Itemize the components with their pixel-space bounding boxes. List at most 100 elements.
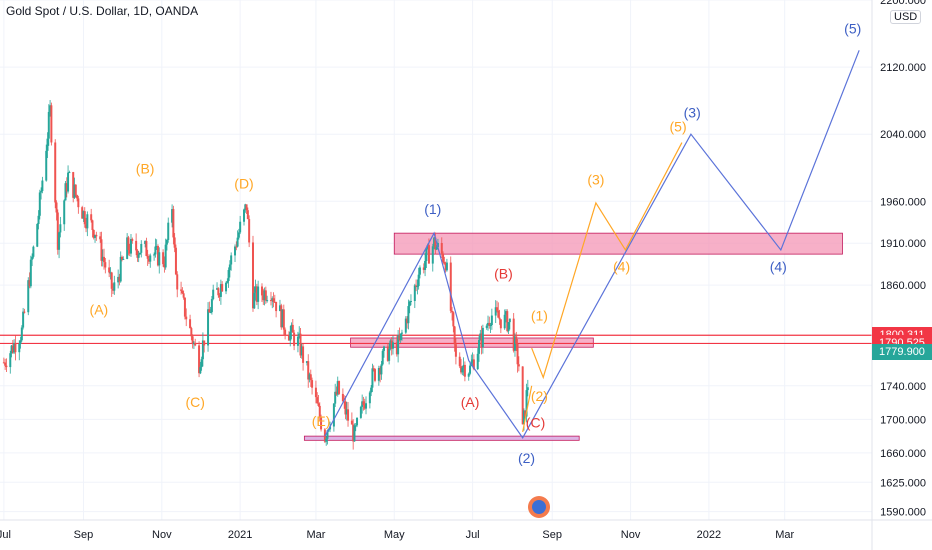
candle-body [156, 245, 159, 266]
candle-body [210, 299, 213, 313]
candle-body [236, 237, 239, 247]
candle-body [117, 276, 120, 283]
candle-body [311, 380, 314, 388]
candle-body [37, 215, 40, 224]
wave-label: (B) [494, 265, 513, 281]
candle-body [478, 340, 481, 354]
candle-body [23, 311, 26, 313]
x-tick-label: Jul [0, 529, 11, 541]
candle-body [345, 409, 348, 415]
candle-body [72, 172, 75, 198]
y-tick-label: 1910.000 [880, 238, 926, 250]
candle-body [460, 366, 463, 373]
candle-body [388, 348, 391, 361]
x-tick-label: Nov [152, 529, 172, 541]
tradingview-logo-icon[interactable] [528, 496, 550, 518]
candle-body [14, 343, 17, 353]
candle-body [487, 322, 490, 326]
candle-body [273, 301, 276, 303]
wave-label: (2) [518, 450, 535, 466]
candle-body [216, 288, 219, 290]
candle-body [49, 105, 52, 112]
candle-body [122, 258, 125, 260]
candle-body [298, 333, 301, 337]
candle-body [248, 219, 251, 243]
candle-body [260, 286, 263, 296]
y-tick-label: 1700.000 [880, 414, 926, 426]
candle-body [499, 319, 502, 329]
candle-body [9, 353, 12, 368]
candle-body [368, 392, 371, 404]
wave-label: (5) [844, 21, 861, 37]
candle-body [246, 210, 249, 220]
candle-body [320, 417, 323, 430]
candle-body [353, 425, 356, 442]
y-tick-label: 1860.000 [880, 280, 926, 292]
candle-body [162, 252, 165, 265]
wave-label: (1) [424, 201, 441, 217]
x-axis[interactable]: Jul Sep Nov 2021 Mar May Jul Sep Nov 2022 Mar [0, 519, 932, 541]
candle-body [316, 397, 319, 404]
candle-body [307, 361, 310, 380]
candle-body [217, 288, 220, 296]
candle-body [20, 327, 23, 341]
candle-body [521, 366, 524, 425]
candle-body [183, 297, 186, 317]
candle-body [434, 237, 437, 250]
candle-body [280, 305, 283, 328]
x-tick-label: 2021 [228, 529, 252, 541]
candle-body [272, 298, 275, 302]
candle-body [29, 259, 32, 287]
y-tick-label: 1625.000 [880, 477, 926, 489]
candle-body [244, 204, 247, 210]
candle-body [325, 438, 328, 442]
wave-label: (3) [684, 104, 701, 120]
candle-body [461, 367, 464, 373]
candle-body [126, 237, 129, 259]
candle-body [147, 258, 150, 262]
candle-body [512, 318, 515, 351]
candle-body [444, 263, 447, 271]
candle-body [11, 345, 14, 353]
candle-body [508, 318, 511, 323]
candle-body [338, 381, 341, 394]
candle-body [289, 331, 292, 341]
candle-body [271, 298, 274, 301]
candle-body [212, 289, 215, 300]
candle-body [488, 322, 491, 326]
candle-body [86, 214, 89, 229]
candle-body [472, 359, 475, 370]
candle-body [68, 172, 71, 174]
candle-body [443, 262, 446, 264]
y-axis[interactable]: 2200.000 2120.000 2040.000 1960.000 1910.000… [871, 0, 926, 550]
candle-body [4, 362, 7, 366]
candle-body [119, 256, 122, 282]
candle-body [413, 285, 416, 301]
candle-body [135, 240, 138, 251]
candle-body [481, 327, 484, 348]
candle-body [516, 343, 519, 365]
candle-body [343, 401, 346, 403]
candle-body [251, 242, 254, 309]
candle-body [225, 282, 228, 292]
candle-body [417, 274, 420, 287]
zone-rect [393, 232, 843, 255]
y-tick-label: 2200.000 [880, 0, 926, 7]
candle-body [253, 292, 256, 309]
candle-body [371, 368, 374, 388]
currency-button[interactable]: USD [890, 10, 922, 24]
candle-body [425, 248, 428, 262]
candle-body [74, 184, 77, 196]
candle-body [199, 367, 202, 374]
candle-body [407, 306, 410, 324]
candle-body [47, 111, 50, 139]
candle-body [81, 207, 84, 219]
candle-body [36, 223, 39, 247]
candle-body [400, 332, 403, 334]
candle-body [497, 310, 500, 318]
candle-body [406, 318, 409, 324]
candle-body [336, 381, 339, 395]
candle-body [173, 237, 176, 248]
wave-label: (1) [531, 307, 548, 323]
